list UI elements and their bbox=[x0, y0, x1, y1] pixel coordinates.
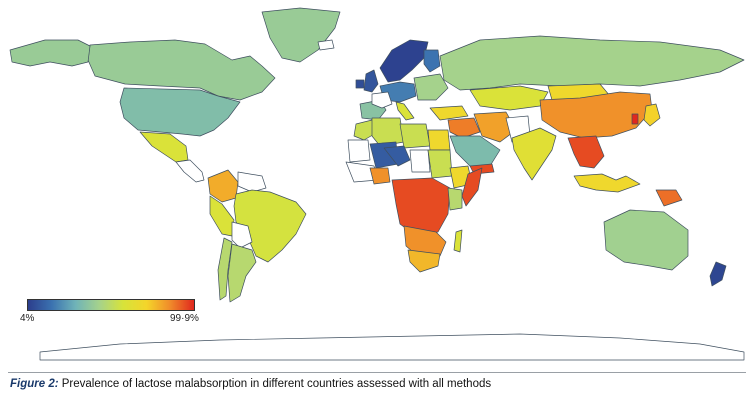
region-russia bbox=[439, 35, 745, 91]
region-nigeria bbox=[369, 167, 391, 185]
region-madagascar bbox=[453, 229, 463, 253]
region-australia bbox=[603, 209, 689, 271]
region-algeria bbox=[371, 117, 405, 147]
region-united-kingdom bbox=[363, 69, 379, 93]
region-indonesia bbox=[573, 173, 641, 193]
region-china bbox=[539, 91, 653, 139]
region-southeast-asia bbox=[567, 135, 605, 169]
region-france bbox=[371, 91, 393, 109]
region-libya bbox=[399, 123, 431, 149]
region-antarctica bbox=[39, 333, 745, 361]
region-new-zealand bbox=[709, 261, 727, 287]
region-south-africa bbox=[407, 249, 441, 273]
figure-caption: Figure 2: Prevalence of lactose malabsor… bbox=[10, 378, 491, 390]
region-canada bbox=[87, 39, 276, 101]
region-argentina bbox=[227, 243, 257, 303]
region-sudan bbox=[427, 149, 453, 179]
region-iceland bbox=[317, 39, 335, 51]
region-ireland bbox=[355, 79, 365, 89]
region-niger bbox=[383, 145, 411, 167]
region-eastern-europe bbox=[413, 73, 449, 101]
region-alaska bbox=[9, 39, 91, 67]
region-kazakhstan bbox=[469, 85, 549, 111]
region-greenland bbox=[261, 7, 341, 63]
region-chad bbox=[409, 149, 431, 173]
legend-max-label: 99·9% bbox=[170, 313, 199, 324]
region-middle-east bbox=[447, 117, 481, 139]
region-central-america bbox=[175, 159, 205, 183]
region-kenya bbox=[447, 187, 463, 211]
region-japan bbox=[643, 103, 661, 127]
region-italy bbox=[395, 101, 415, 121]
region-chile bbox=[217, 237, 233, 301]
region-colombia bbox=[207, 169, 239, 203]
region-mauritania bbox=[347, 139, 371, 163]
figure-caption-text: Prevalence of lactose malabsorption in d… bbox=[58, 378, 492, 390]
region-india bbox=[511, 127, 557, 181]
region-bolivia bbox=[231, 221, 253, 249]
caption-divider bbox=[8, 372, 746, 373]
region-somalia bbox=[461, 167, 483, 207]
legend-color-bar bbox=[27, 299, 195, 311]
region-scandinavia bbox=[379, 39, 429, 83]
region-arabian-peninsula bbox=[449, 135, 501, 167]
region-united-states bbox=[119, 87, 241, 137]
legend-min-label: 4% bbox=[20, 313, 35, 324]
region-papua-new-guinea bbox=[655, 189, 683, 207]
region-turkey bbox=[429, 105, 469, 121]
region-mexico bbox=[139, 131, 189, 163]
world-map bbox=[9, 7, 745, 361]
region-finland bbox=[423, 49, 441, 73]
region-south-korea bbox=[631, 113, 639, 125]
region-iran bbox=[473, 111, 517, 143]
region-venezuela bbox=[237, 171, 267, 193]
region-central-africa bbox=[391, 177, 451, 237]
region-brazil bbox=[233, 189, 307, 263]
region-egypt bbox=[427, 129, 451, 151]
figure-caption-label: Figure 2: bbox=[10, 378, 59, 390]
